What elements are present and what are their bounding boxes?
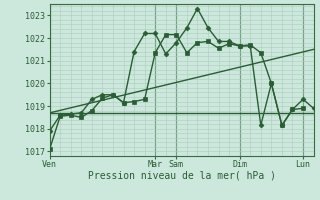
X-axis label: Pression niveau de la mer( hPa ): Pression niveau de la mer( hPa ) <box>88 171 276 181</box>
